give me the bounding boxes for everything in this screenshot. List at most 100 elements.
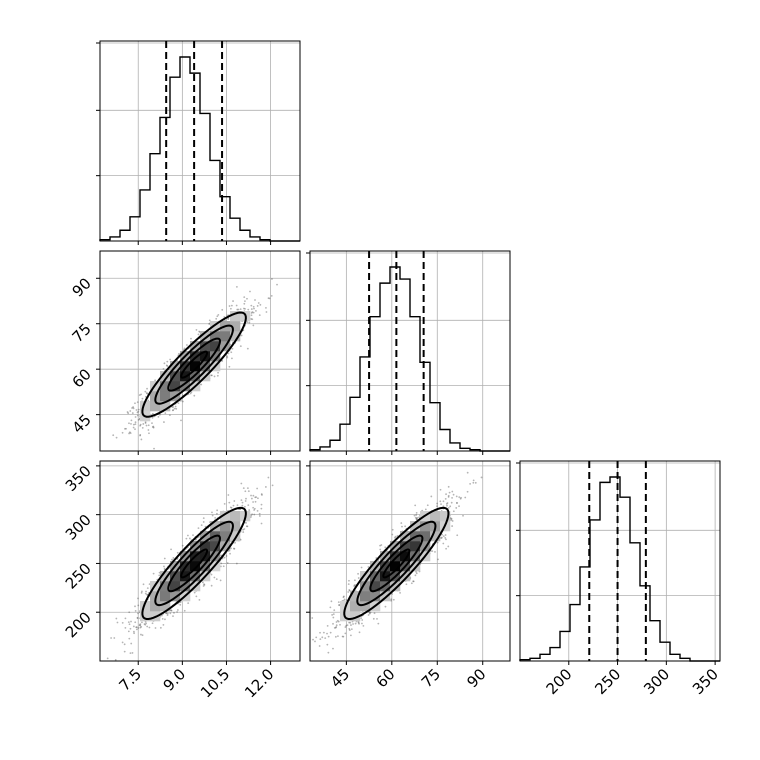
sample-point <box>106 657 109 660</box>
sample-point <box>145 622 148 625</box>
sample-point <box>446 504 448 507</box>
sample-point <box>437 558 439 561</box>
sample-point <box>170 609 173 612</box>
sample-point <box>287 445 289 447</box>
sample-point <box>261 494 263 496</box>
sample-point <box>447 545 450 548</box>
sample-point <box>130 419 133 422</box>
sample-point <box>440 536 443 539</box>
density-cell <box>400 551 411 562</box>
sample-point <box>180 399 182 402</box>
sample-point <box>220 562 223 565</box>
sample-point <box>172 406 175 408</box>
sample-point <box>350 628 353 631</box>
sample-point <box>132 407 135 410</box>
density-cell <box>370 591 381 602</box>
sample-point <box>380 544 383 546</box>
x-tick-label: 12.0 <box>241 665 277 701</box>
sample-point <box>447 494 450 497</box>
density-panel <box>99 445 301 662</box>
sample-point <box>137 418 140 421</box>
sample-point <box>151 426 154 428</box>
density-cell <box>140 611 151 622</box>
density-cell <box>230 321 241 332</box>
sample-point <box>193 591 196 594</box>
sample-point <box>341 635 344 638</box>
sample-point <box>115 617 118 620</box>
sample-point <box>410 582 413 585</box>
sample-point <box>332 622 334 625</box>
sample-point <box>139 624 142 627</box>
sample-point <box>217 313 220 316</box>
sample-point <box>145 392 148 394</box>
sample-point <box>172 615 174 617</box>
sample-point <box>135 626 138 629</box>
density-cell <box>200 541 211 552</box>
sample-point <box>189 392 192 395</box>
sample-point <box>227 318 230 321</box>
density-cell <box>200 341 211 352</box>
sample-point <box>186 534 189 537</box>
sample-point <box>134 605 136 608</box>
sample-point <box>216 512 218 515</box>
density-cell <box>160 371 171 382</box>
sample-point <box>452 510 455 513</box>
density-cell <box>410 541 421 552</box>
sample-point <box>177 402 180 405</box>
sample-point <box>208 322 210 325</box>
sample-point <box>239 345 242 348</box>
sample-point <box>446 502 449 504</box>
sample-point <box>157 416 160 418</box>
sample-point <box>163 421 165 423</box>
sample-point <box>334 626 337 629</box>
density-cell <box>160 581 171 592</box>
sample-point <box>217 371 219 374</box>
sample-point <box>197 333 200 336</box>
sample-point <box>335 624 338 627</box>
sample-point <box>146 625 149 628</box>
density-cell <box>380 571 391 582</box>
sample-point <box>415 570 417 573</box>
sample-point <box>246 297 248 300</box>
x-tick-label: 9.0 <box>160 665 190 695</box>
sample-point <box>318 645 321 647</box>
sample-point <box>343 595 345 598</box>
sample-point <box>344 632 347 635</box>
sample-point <box>221 308 224 311</box>
panel-frame <box>519 460 721 662</box>
sample-point <box>391 528 394 531</box>
sample-point <box>451 496 453 499</box>
density-cell <box>420 521 431 532</box>
sample-point <box>227 352 230 355</box>
sample-point <box>231 357 233 360</box>
y-tick-label: 250 <box>62 560 95 593</box>
sample-point <box>228 501 231 504</box>
sample-point <box>267 297 270 300</box>
sample-point <box>450 501 453 504</box>
sample-point <box>134 416 137 418</box>
sample-point <box>168 414 171 417</box>
sample-point <box>151 416 154 419</box>
sample-point <box>215 317 218 320</box>
sample-point <box>259 303 262 306</box>
sample-point <box>334 635 337 638</box>
sample-point <box>223 556 226 559</box>
sample-point <box>112 434 115 437</box>
sample-point <box>241 504 244 507</box>
histogram-step <box>309 266 510 452</box>
contour-line <box>154 324 234 405</box>
sample-point <box>152 426 155 429</box>
sample-point <box>246 321 249 323</box>
sample-point <box>440 503 442 506</box>
sample-point <box>222 565 225 568</box>
sample-point <box>190 391 193 394</box>
x-tick-label: 350 <box>689 665 722 698</box>
sample-point <box>430 495 433 498</box>
sample-point <box>244 490 247 493</box>
sample-point <box>253 307 255 310</box>
sample-point <box>439 488 442 491</box>
sample-point <box>455 495 458 498</box>
x-tick-label: 90 <box>463 665 489 691</box>
sample-point <box>350 634 352 637</box>
density-content <box>112 278 278 450</box>
